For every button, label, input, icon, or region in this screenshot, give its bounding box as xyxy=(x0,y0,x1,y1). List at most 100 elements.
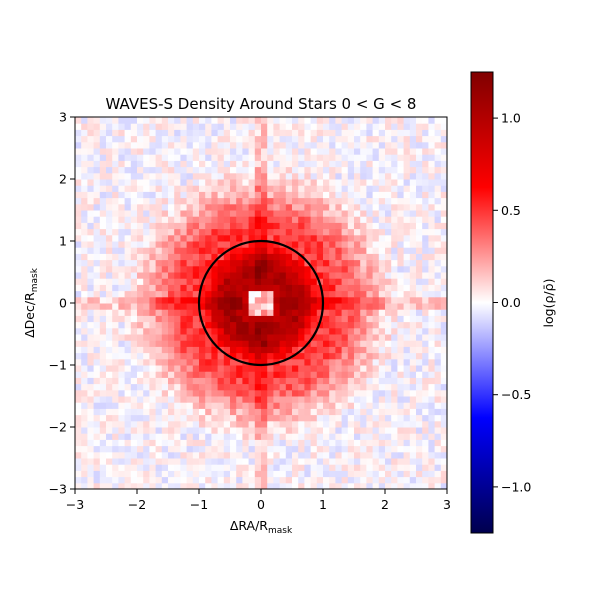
heatmap-cell xyxy=(354,265,361,273)
heatmap-cell xyxy=(366,253,374,261)
heatmap-cell xyxy=(192,402,200,409)
heatmap-cell xyxy=(279,247,287,254)
heatmap-cell xyxy=(242,482,250,490)
heatmap-cell xyxy=(87,352,95,360)
heatmap-cell xyxy=(112,234,119,242)
heatmap-cell xyxy=(230,476,237,484)
heatmap-cell xyxy=(335,296,343,304)
heatmap-cell xyxy=(304,420,312,428)
heatmap-cell xyxy=(261,309,268,316)
heatmap-cell xyxy=(254,117,262,124)
heatmap-cell xyxy=(242,179,250,186)
heatmap-cell xyxy=(323,464,330,471)
heatmap-cell xyxy=(440,389,448,397)
heatmap-cell xyxy=(416,160,423,168)
heatmap-cell xyxy=(366,296,374,304)
heatmap-cell xyxy=(130,358,138,366)
heatmap-cell xyxy=(149,234,157,242)
heatmap-cell xyxy=(236,148,243,155)
heatmap-cell xyxy=(242,166,250,174)
heatmap-cell xyxy=(242,141,250,149)
heatmap-cell xyxy=(186,327,194,335)
heatmap-cell xyxy=(242,259,250,267)
heatmap-cell xyxy=(192,265,200,273)
heatmap-cell xyxy=(434,166,442,174)
heatmap-cell xyxy=(93,476,101,484)
heatmap-cell xyxy=(217,340,225,347)
heatmap-cell xyxy=(155,154,163,161)
heatmap-cell xyxy=(118,210,126,217)
heatmap-cell xyxy=(273,166,281,174)
heatmap-cell xyxy=(360,278,367,285)
heatmap-cell xyxy=(205,408,212,416)
heatmap-cell xyxy=(99,135,107,143)
heatmap-cell xyxy=(391,346,398,354)
heatmap-cell xyxy=(341,123,349,130)
heatmap-cell xyxy=(242,278,250,285)
heatmap-cell xyxy=(75,265,82,273)
heatmap-cell xyxy=(304,241,312,248)
heatmap-cell xyxy=(223,396,231,403)
heatmap-cell xyxy=(428,321,436,329)
heatmap-cell xyxy=(236,327,243,335)
heatmap-cell xyxy=(329,290,336,298)
heatmap-cell xyxy=(397,166,405,174)
heatmap-cell xyxy=(267,296,274,304)
heatmap-cell xyxy=(366,389,374,397)
heatmap-cell xyxy=(422,179,429,186)
heatmap-cell xyxy=(93,402,101,409)
heatmap-cell xyxy=(285,420,293,428)
heatmap-cell xyxy=(192,272,200,279)
heatmap-cell xyxy=(211,470,219,478)
heatmap-cell xyxy=(106,154,113,161)
heatmap-cell xyxy=(397,327,405,335)
heatmap-cell xyxy=(378,253,386,261)
heatmap-cell xyxy=(124,253,132,261)
heatmap-cell xyxy=(211,371,219,378)
heatmap-cell xyxy=(403,334,411,341)
heatmap-cell xyxy=(205,420,212,428)
heatmap-cell xyxy=(180,154,188,161)
heatmap-cell xyxy=(192,296,200,304)
heatmap-cell xyxy=(168,241,175,248)
heatmap-cell xyxy=(242,464,250,471)
heatmap-cell xyxy=(292,123,299,130)
heatmap-cell xyxy=(242,284,250,292)
heatmap-cell xyxy=(106,172,113,180)
heatmap-cell xyxy=(217,272,225,279)
heatmap-cell xyxy=(323,408,330,416)
heatmap-cell xyxy=(304,210,312,217)
heatmap-cell xyxy=(304,228,312,236)
heatmap-cell xyxy=(422,234,429,242)
heatmap-cell xyxy=(254,290,262,298)
heatmap-cell xyxy=(168,321,175,329)
heatmap-cell xyxy=(168,247,175,254)
heatmap-cell xyxy=(118,241,126,248)
heatmap-cell xyxy=(372,365,380,372)
heatmap-cell xyxy=(341,451,349,459)
heatmap-cell xyxy=(137,222,144,230)
heatmap-cell xyxy=(211,203,219,211)
heatmap-cell xyxy=(217,420,225,428)
heatmap-cell xyxy=(267,253,274,261)
heatmap-cell xyxy=(335,284,343,292)
heatmap-cell xyxy=(335,154,343,161)
heatmap-cell xyxy=(186,135,194,143)
heatmap-cell xyxy=(242,185,250,192)
heatmap-cell xyxy=(155,420,163,428)
heatmap-cell xyxy=(205,160,212,168)
heatmap-cell xyxy=(261,129,268,137)
heatmap-cell xyxy=(248,259,256,267)
heatmap-cell xyxy=(174,303,181,310)
heatmap-cell xyxy=(378,327,386,335)
heatmap-cell xyxy=(385,141,392,149)
heatmap-cell xyxy=(199,303,206,310)
heatmap-cell xyxy=(174,197,181,205)
heatmap-cell xyxy=(335,172,343,180)
heatmap-cell xyxy=(254,296,262,304)
heatmap-cell xyxy=(106,427,113,434)
heatmap-cell xyxy=(304,433,312,440)
heatmap-cell xyxy=(155,482,163,490)
heatmap-cell xyxy=(378,377,386,385)
heatmap-cell xyxy=(360,259,367,267)
